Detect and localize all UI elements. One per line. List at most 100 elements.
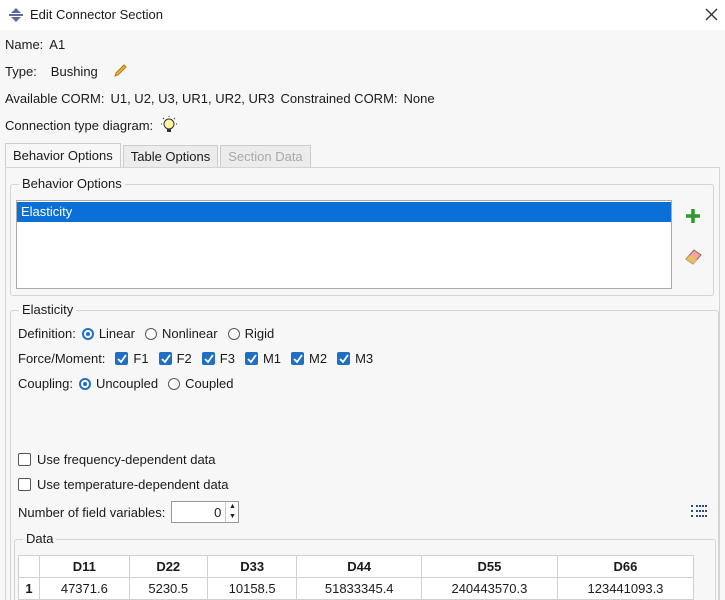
check-option[interactable]: M2	[291, 351, 327, 366]
cell[interactable]: 47371.6	[39, 577, 130, 600]
column-header[interactable]: D11	[39, 555, 130, 578]
add-button[interactable]	[685, 208, 701, 224]
radio-option[interactable]: Uncoupled	[78, 376, 159, 391]
checkbox[interactable]	[201, 352, 215, 365]
name-row: Name: A1	[5, 37, 65, 52]
tab[interactable]: Behavior Options	[5, 143, 121, 169]
cell[interactable]: 51833345.4	[296, 577, 422, 600]
checkbox[interactable]	[244, 352, 258, 365]
title-bar: Edit Connector Section	[0, 0, 725, 30]
column-header[interactable]: D66	[556, 555, 695, 578]
option-label: F3	[219, 351, 235, 366]
checkbox[interactable]	[18, 478, 31, 491]
spin-arrows[interactable]: ▲ ▼	[225, 502, 238, 522]
value: Bushing	[50, 63, 98, 79]
label: Name:	[5, 37, 44, 52]
force-row: Force/Moment: F1 F2 F3 M1 M2 M3	[18, 351, 377, 366]
column-header[interactable]: D22	[128, 555, 208, 578]
checkbox[interactable]	[291, 352, 304, 365]
radio-option[interactable]: Nonlinear	[144, 326, 218, 341]
option-label: M1	[262, 351, 281, 366]
check-option[interactable]: F2	[158, 351, 192, 366]
value: A1	[49, 37, 66, 52]
radio-option[interactable]: Linear	[81, 326, 135, 341]
window-title: Edit Connector Section	[30, 7, 163, 22]
value: 0	[214, 504, 222, 520]
tab-bar: Behavior Options Table Options Section Dat…	[5, 143, 313, 169]
header-row: D11 D22 D33 D44 D55 D66	[18, 555, 695, 578]
spin-box[interactable]: 0 ▲ ▼	[171, 501, 240, 523]
label: Coupling:	[18, 376, 73, 391]
radio[interactable]	[227, 327, 240, 340]
elasticity-group: Elasticity	[10, 302, 719, 600]
tab: Section Data	[220, 145, 311, 169]
column-header[interactable]: D33	[206, 555, 298, 578]
label: Definition:	[18, 326, 76, 341]
checkbox[interactable]	[337, 352, 351, 365]
group-title: Elasticity	[19, 302, 77, 317]
diagram-row: Connection type diagram:	[5, 115, 179, 135]
radio-option[interactable]: Coupled	[168, 376, 234, 391]
group-title: Data	[23, 531, 57, 546]
label: Available CORM:	[5, 91, 105, 106]
check-option[interactable]: F3	[201, 351, 235, 366]
option-label: Coupled	[185, 376, 234, 391]
option-label: F1	[133, 351, 149, 366]
checkbox[interactable]	[18, 453, 31, 466]
option-label: Use frequency-dependent data	[37, 452, 216, 467]
option-label: Linear	[98, 326, 135, 341]
tab[interactable]: Table Options	[122, 145, 219, 169]
label: Force/Moment:	[18, 351, 106, 366]
row-header[interactable]: 1	[18, 577, 40, 600]
check-option[interactable]: M3	[337, 351, 373, 366]
behavior-list: Elasticity	[16, 200, 672, 289]
list-item[interactable]: Elasticity	[17, 202, 671, 222]
cell[interactable]: 240443570.3	[420, 577, 558, 600]
radio[interactable]	[78, 377, 91, 390]
cell[interactable]: 123441093.3	[556, 577, 695, 600]
frequency-row: Use frequency-dependent data	[18, 452, 216, 467]
field-variables-row: Number of field variables: 0 ▲ ▼	[18, 501, 240, 523]
close-button[interactable]	[705, 8, 718, 21]
cell[interactable]: 5230.5	[128, 577, 208, 600]
app-icon	[9, 8, 23, 22]
column-header[interactable]: D44	[296, 555, 422, 578]
value: U1, U2, U3, UR1, UR2, UR3	[110, 91, 275, 106]
temperature-row: Use temperature-dependent data	[18, 477, 229, 492]
option-label: Nonlinear	[161, 326, 218, 341]
bulb-icon[interactable]	[159, 115, 179, 135]
checkbox[interactable]	[115, 352, 129, 365]
option-label: M3	[355, 351, 374, 366]
corner-cell	[18, 555, 40, 578]
option-label: M2	[309, 351, 328, 366]
radio-option[interactable]: Rigid	[227, 326, 275, 341]
corm-row: Available CORM: U1, U2, U3, UR1, UR2, UR3…	[5, 91, 435, 106]
delete-button[interactable]	[683, 247, 703, 265]
option-label: Rigid	[244, 326, 275, 341]
check-option[interactable]: F1	[115, 351, 149, 366]
edit-icon[interactable]	[112, 63, 128, 79]
coupling-row: Coupling: Uncoupled Coupled	[18, 376, 238, 391]
option-label: Uncoupled	[95, 376, 159, 391]
check-option[interactable]: M1	[244, 351, 281, 366]
data-table: D11 D22 D33 D44 D55 D66 1 47371.6 5230.5 10158.5 5…	[18, 555, 695, 600]
behavior-group: Behavior Options Elasticity	[10, 176, 714, 296]
label: Number of field variables:	[18, 504, 166, 520]
label: Connection type diagram:	[5, 117, 154, 133]
group-title: Behavior Options	[19, 176, 125, 191]
value: None	[403, 91, 435, 106]
radio[interactable]	[144, 327, 157, 340]
column-header[interactable]: D55	[420, 555, 558, 578]
radio[interactable]	[81, 327, 94, 340]
checkbox[interactable]	[158, 352, 172, 365]
option-label: F2	[176, 351, 192, 366]
definition-row: Definition: Linear Nonlinear Rigid	[18, 326, 278, 341]
data-group: Data	[14, 531, 716, 600]
label: Constrained CORM:	[280, 91, 398, 106]
label: Type:	[5, 63, 37, 79]
option-label: Use temperature-dependent data	[37, 477, 229, 492]
table-options-icon[interactable]	[690, 504, 708, 519]
radio[interactable]	[168, 377, 181, 390]
cell[interactable]: 10158.5	[206, 577, 298, 600]
